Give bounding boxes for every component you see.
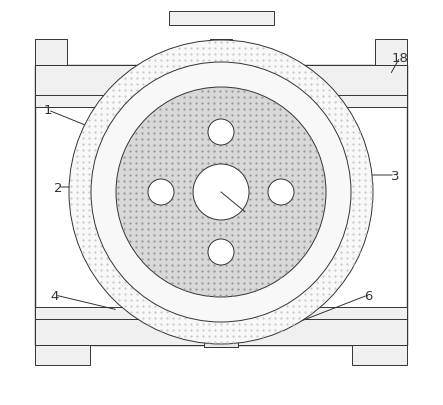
Circle shape (208, 120, 234, 146)
Bar (35, 307, 407, 345)
Bar (35, 66, 407, 108)
Bar (352, 345, 407, 365)
Text: 3: 3 (391, 169, 399, 182)
Text: 18: 18 (392, 51, 408, 64)
Bar (202, 108, 240, 120)
Circle shape (69, 41, 373, 344)
Text: 7: 7 (344, 204, 352, 217)
Bar (375, 40, 407, 66)
Text: 1: 1 (44, 104, 52, 117)
Bar (206, 120, 236, 130)
Circle shape (148, 179, 174, 205)
Bar (35, 345, 90, 365)
Bar (210, 40, 232, 62)
Circle shape (116, 88, 326, 297)
Bar (35, 40, 67, 66)
Circle shape (208, 239, 234, 265)
Text: 6: 6 (364, 289, 372, 302)
Text: 2: 2 (54, 181, 62, 194)
Bar (200, 325, 242, 339)
Circle shape (193, 164, 249, 220)
Bar (168, 12, 273, 26)
Bar (204, 339, 238, 347)
Bar (35, 66, 407, 345)
Circle shape (268, 179, 294, 205)
Text: 4: 4 (51, 289, 59, 302)
